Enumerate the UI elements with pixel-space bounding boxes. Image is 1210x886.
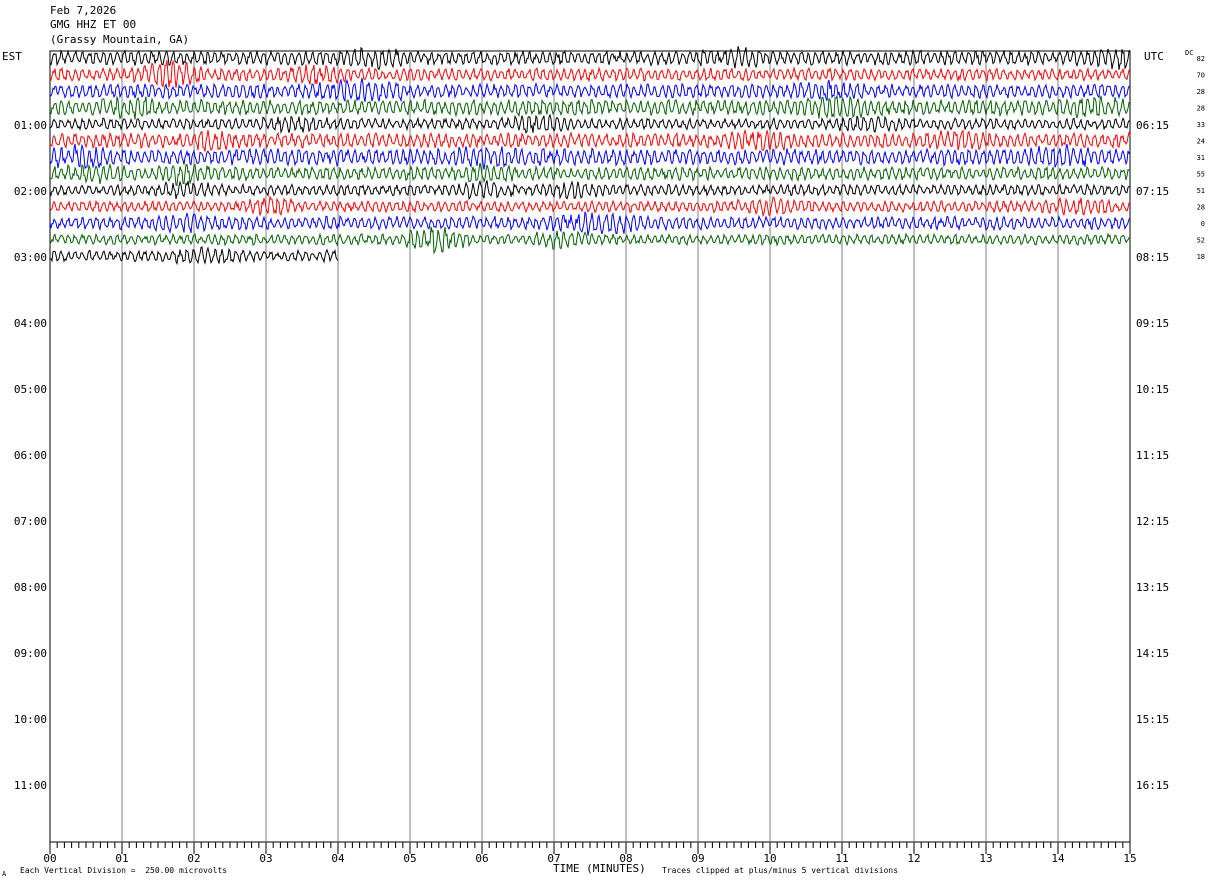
trace-line	[49, 77, 1131, 103]
dc-offset-label: 24	[1197, 138, 1205, 146]
scale-note: Each Vertical Division = 250.00 microvol…	[20, 866, 228, 875]
dc-offset-label: 52	[1197, 237, 1205, 245]
right-hour-label: 10:15	[1136, 383, 1169, 396]
trace-line	[49, 94, 1130, 120]
x-tick-label: 13	[979, 852, 992, 865]
dc-offset-label: 18	[1197, 253, 1205, 261]
x-tick-label: 01	[115, 852, 128, 865]
x-tick-label: 12	[907, 852, 920, 865]
dc-offset-label: 51	[1197, 187, 1205, 195]
x-tick-label: 00	[43, 852, 56, 865]
header-location: (Grassy Mountain, GA)	[50, 33, 190, 46]
left-hour-label: 01:00	[14, 119, 47, 132]
dc-offset-label: 55	[1197, 171, 1205, 179]
right-hour-label: 06:15	[1136, 119, 1169, 132]
right-hour-label: 15:15	[1136, 713, 1169, 726]
plot-frame	[49, 50, 1131, 843]
trace-line	[49, 128, 1131, 152]
x-tick-label: 09	[691, 852, 704, 865]
dc-offset-label: 0	[1201, 220, 1205, 228]
right-hour-label: 13:15	[1136, 581, 1169, 594]
trace-line	[49, 162, 1131, 186]
trace-line	[49, 59, 1131, 88]
left-hour-label: 06:00	[14, 449, 47, 462]
trace-line	[49, 179, 1131, 200]
dc-offset-label: 28	[1197, 204, 1205, 212]
trace-line	[49, 113, 1131, 135]
header-date: Feb 7,2026	[50, 4, 117, 17]
trace-line	[49, 226, 1131, 255]
dc-offset-label: 28	[1197, 88, 1205, 96]
left-hour-label: 10:00	[14, 713, 47, 726]
x-tick-label: 07	[547, 852, 560, 865]
left-hour-label: 08:00	[14, 581, 47, 594]
right-hour-label: 07:15	[1136, 185, 1169, 198]
x-tick-label: 08	[619, 852, 632, 865]
x-tick-label: 04	[331, 852, 345, 865]
x-axis-label: TIME (MINUTES)	[553, 862, 646, 875]
x-tick-label: 15	[1123, 852, 1136, 865]
trace-line	[49, 211, 1131, 236]
left-hour-label: 11:00	[14, 779, 47, 792]
x-tick-label: 14	[1051, 852, 1065, 865]
right-hour-label: 14:15	[1136, 647, 1169, 660]
x-tick-label: 02	[187, 852, 200, 865]
trace-line	[50, 246, 339, 266]
trace-line	[49, 196, 1130, 218]
left-hour-label: 02:00	[14, 185, 47, 198]
dc-offset-label: 70	[1197, 72, 1205, 80]
right-hour-label: 08:15	[1136, 251, 1169, 264]
trace-line	[49, 143, 1131, 170]
right-hour-label: 12:15	[1136, 515, 1169, 528]
left-hour-label: 03:00	[14, 251, 47, 264]
dc-offset-label: 33	[1197, 121, 1205, 129]
left-hour-label: 04:00	[14, 317, 47, 330]
x-tick-label: 11	[835, 852, 848, 865]
right-hour-label: 11:15	[1136, 449, 1169, 462]
right-timezone-label: UTC	[1144, 50, 1164, 63]
dc-offset-label: 31	[1197, 154, 1205, 162]
left-hour-label: 09:00	[14, 647, 47, 660]
header-station: GMG HHZ ET 00	[50, 18, 137, 31]
x-tick-label: 05	[403, 852, 416, 865]
right-hour-label: 16:15	[1136, 779, 1169, 792]
x-tick-label: 03	[259, 852, 272, 865]
dc-offset-label: 82	[1197, 55, 1205, 63]
x-tick-label: 10	[763, 852, 776, 865]
left-timezone-label: EST	[2, 50, 22, 63]
x-tick-label: 06	[475, 852, 488, 865]
right-hour-label: 09:15	[1136, 317, 1169, 330]
dc-offset-label: 28	[1197, 105, 1205, 113]
trace-line	[49, 46, 1131, 71]
clip-note: Traces clipped at plus/minus 5 vertical …	[662, 866, 899, 875]
left-hour-label: 05:00	[14, 383, 47, 396]
left-hour-label: 07:00	[14, 515, 47, 528]
corner-mark: A	[2, 870, 7, 878]
dc-offset-header: DC	[1185, 49, 1194, 57]
